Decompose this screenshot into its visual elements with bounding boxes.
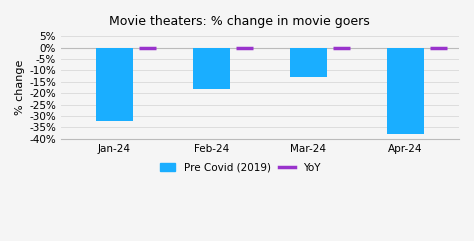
Legend: Pre Covid (2019), YoY: Pre Covid (2019), YoY (155, 158, 325, 177)
Bar (290, 47, 327, 77)
Bar (387, 47, 424, 134)
Bar (193, 47, 230, 89)
Text: Movie theaters: % change in movie goers: Movie theaters: % change in movie goers (109, 15, 369, 28)
Bar (96, 47, 133, 120)
Y-axis label: % change: % change (15, 60, 25, 115)
